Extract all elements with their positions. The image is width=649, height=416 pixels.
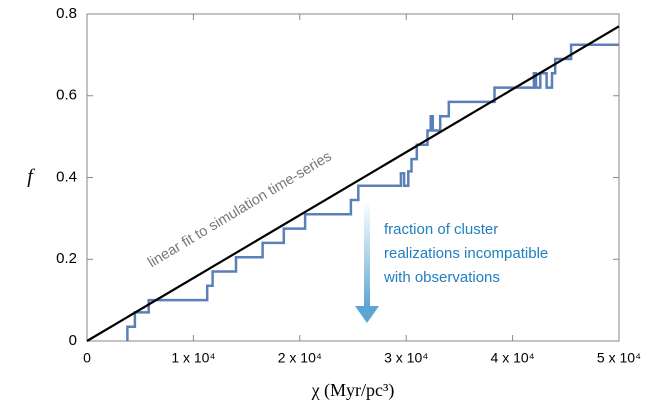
x-tick-label: 1 x 10⁴ [171, 350, 215, 366]
arrow-head [355, 306, 379, 323]
arrow-shaft [364, 200, 370, 308]
y-tick-label: 0 [69, 332, 77, 349]
arrow-annotation: fraction of cluster [384, 221, 498, 238]
step-line [126, 43, 619, 341]
plot-frame [86, 13, 620, 342]
x-tick-label: 2 x 10⁴ [278, 350, 322, 366]
x-tick-label: 0 [83, 350, 91, 366]
y-tick-label: 0.2 [56, 250, 77, 267]
arrow-annotation: realizations incompatible [384, 245, 548, 262]
y-axis-label: f [27, 166, 35, 188]
fit-line [86, 25, 620, 342]
x-axis-label: χ (Myr/pc³) [311, 380, 395, 401]
x-tick-label: 5 x 10⁴ [597, 350, 641, 366]
y-tick-label: 0.8 [56, 5, 77, 22]
y-tick-label: 0.6 [56, 87, 77, 104]
arrow-annotation: with observations [383, 269, 500, 286]
fit-annotation: linear fit to simulation time-series [145, 149, 334, 271]
x-tick-label: 3 x 10⁴ [384, 350, 428, 366]
y-tick-label: 0.4 [56, 168, 77, 185]
x-tick-label: 4 x 10⁴ [491, 350, 535, 366]
